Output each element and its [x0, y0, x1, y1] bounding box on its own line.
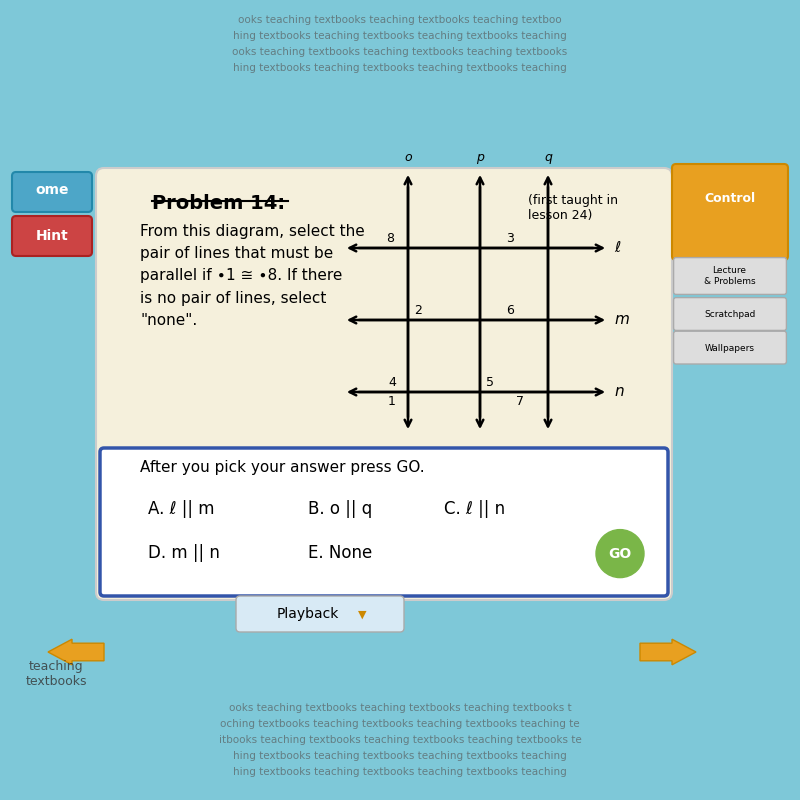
- Text: 6: 6: [506, 304, 514, 317]
- FancyBboxPatch shape: [674, 298, 786, 330]
- Text: ooks teaching textbooks teaching textbooks teaching textboo: ooks teaching textbooks teaching textboo…: [238, 15, 562, 25]
- Text: From this diagram, select the
pair of lines that must be
parallel if ∙1 ≅ ∙8. If: From this diagram, select the pair of li…: [140, 224, 365, 328]
- Text: GO: GO: [608, 546, 632, 561]
- FancyArrow shape: [48, 639, 104, 665]
- Text: hing textbooks teaching textbooks teaching textbooks teaching: hing textbooks teaching textbooks teachi…: [233, 767, 567, 777]
- Text: ooks teaching textbooks teaching textbooks teaching textbooks t: ooks teaching textbooks teaching textboo…: [229, 703, 571, 713]
- FancyBboxPatch shape: [12, 172, 92, 212]
- FancyArrow shape: [640, 639, 696, 665]
- Text: Hint: Hint: [36, 229, 68, 243]
- Text: ome: ome: [35, 183, 69, 198]
- Text: Problem 14:: Problem 14:: [152, 194, 285, 214]
- Text: 7: 7: [516, 395, 524, 408]
- Text: q: q: [544, 151, 552, 164]
- Text: B. o || q: B. o || q: [308, 500, 372, 518]
- Text: hing textbooks teaching textbooks teaching textbooks teaching: hing textbooks teaching textbooks teachi…: [233, 31, 567, 41]
- Text: Playback: Playback: [277, 607, 339, 622]
- FancyBboxPatch shape: [96, 168, 672, 600]
- FancyBboxPatch shape: [674, 331, 786, 364]
- Text: Scratchpad: Scratchpad: [704, 310, 755, 319]
- Text: 1: 1: [388, 395, 396, 408]
- Text: itbooks teaching textbooks teaching textbooks teaching textbooks te: itbooks teaching textbooks teaching text…: [218, 735, 582, 745]
- Text: Wallpapers: Wallpapers: [705, 343, 754, 353]
- Text: E. None: E. None: [308, 544, 372, 562]
- Text: 5: 5: [486, 376, 494, 389]
- FancyBboxPatch shape: [12, 216, 92, 256]
- FancyBboxPatch shape: [674, 258, 786, 294]
- Text: D. m || n: D. m || n: [148, 544, 220, 562]
- Text: Control: Control: [704, 192, 755, 205]
- Text: hing textbooks teaching textbooks teaching textbooks teaching: hing textbooks teaching textbooks teachi…: [233, 751, 567, 761]
- Text: ooks teaching textbooks teaching textbooks teaching textbooks: ooks teaching textbooks teaching textboo…: [232, 47, 568, 57]
- FancyBboxPatch shape: [236, 596, 404, 632]
- Text: hing textbooks teaching textbooks teaching textbooks teaching: hing textbooks teaching textbooks teachi…: [233, 63, 567, 73]
- Text: m: m: [614, 313, 630, 327]
- FancyBboxPatch shape: [672, 164, 788, 260]
- Text: C. ℓ || n: C. ℓ || n: [444, 500, 505, 518]
- Circle shape: [596, 530, 644, 578]
- Text: 4: 4: [388, 376, 396, 389]
- Text: ℓ: ℓ: [614, 241, 621, 255]
- Text: teaching
textbooks: teaching textbooks: [26, 660, 86, 688]
- Text: oching textbooks teaching textbooks teaching textbooks teaching te: oching textbooks teaching textbooks teac…: [220, 719, 580, 729]
- Text: n: n: [614, 385, 624, 399]
- Text: p: p: [476, 151, 484, 164]
- Text: (first taught in
lesson 24): (first taught in lesson 24): [528, 194, 618, 222]
- Text: 3: 3: [506, 232, 514, 245]
- Text: 2: 2: [414, 304, 422, 317]
- Text: o: o: [404, 151, 412, 164]
- Text: A. ℓ || m: A. ℓ || m: [148, 500, 214, 518]
- Text: After you pick your answer press GO.: After you pick your answer press GO.: [140, 460, 425, 475]
- Text: 8: 8: [386, 232, 394, 245]
- Text: Lecture
& Problems: Lecture & Problems: [704, 266, 755, 286]
- Text: ▼: ▼: [358, 610, 367, 619]
- FancyBboxPatch shape: [100, 448, 668, 596]
